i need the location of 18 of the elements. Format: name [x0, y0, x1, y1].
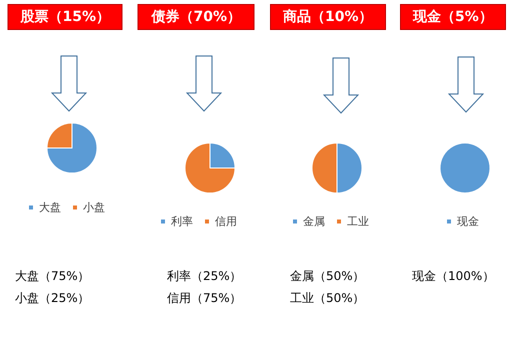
legend-label: 现金 [457, 215, 479, 228]
text: 信用（75%） [167, 291, 242, 305]
legend-label: 利率 [171, 215, 193, 228]
legend-label: 金属 [303, 215, 325, 228]
legend-label: 信用 [215, 215, 237, 228]
text: 利率（25%） [167, 269, 242, 283]
chart-title: 债券（70%） [150, 9, 242, 25]
text: 大盘（75%） [15, 269, 90, 283]
text: 小盘（25%） [15, 291, 90, 305]
text: 工业（50%） [290, 291, 365, 305]
legend-label: 大盘 [39, 201, 61, 214]
chart-title: 现金（5%） [412, 9, 493, 25]
text: 金属（50%） [290, 269, 365, 283]
chart-title: 股票（15%） [20, 9, 110, 25]
legend-label: 工业 [347, 215, 369, 228]
chart-title: 商品（10%） [282, 8, 373, 25]
legend-label: 小盘 [83, 201, 105, 214]
text: 现金（100%） [412, 269, 494, 283]
